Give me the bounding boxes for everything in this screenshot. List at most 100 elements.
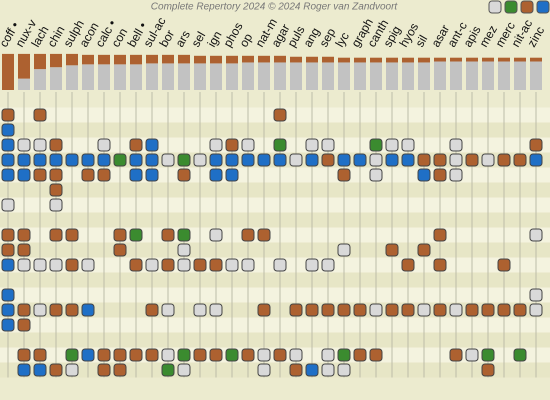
row-band	[0, 362, 550, 378]
score-bar-grey	[18, 78, 30, 90]
score-bar-grey	[530, 61, 542, 90]
score-bar-brown	[418, 57, 430, 63]
grade-cell	[49, 303, 63, 317]
grade-filter[interactable]	[488, 0, 502, 14]
grade-cell	[81, 348, 95, 362]
grade-cell	[241, 153, 255, 167]
grade-cell	[33, 108, 47, 122]
grade-cell	[353, 303, 367, 317]
grade-cell	[177, 348, 191, 362]
grade-cell	[465, 303, 479, 317]
grade-cell	[33, 348, 47, 362]
grade-cell	[529, 228, 543, 242]
score-bar-brown	[66, 53, 78, 66]
grade-cell	[161, 258, 175, 272]
score-bar-brown	[514, 57, 526, 62]
score-bar-brown	[274, 55, 286, 63]
grade-cell	[257, 363, 271, 377]
score-bar-brown	[82, 54, 94, 65]
grade-cell	[305, 363, 319, 377]
remedy-label[interactable]: sel	[188, 29, 208, 49]
grade-cell	[129, 168, 143, 182]
grade-cell	[241, 258, 255, 272]
grade-cell	[113, 228, 127, 242]
score-bar-brown	[482, 57, 494, 62]
grade-cell	[465, 348, 479, 362]
grade-cell	[129, 228, 143, 242]
grade-cell	[385, 303, 399, 317]
grade-cell	[289, 153, 303, 167]
row-band	[0, 197, 550, 213]
grade-cell	[369, 138, 383, 152]
grade-cell	[225, 138, 239, 152]
grade-cell	[337, 168, 351, 182]
grade-cell	[449, 168, 463, 182]
grade-cell	[289, 303, 303, 317]
score-bar-brown	[306, 56, 318, 63]
grade-cell	[65, 303, 79, 317]
score-bar-brown	[450, 57, 462, 62]
grade-cell	[193, 153, 207, 167]
row-band	[0, 317, 550, 333]
grade-cell	[81, 258, 95, 272]
score-bar-brown	[210, 55, 222, 64]
grade-cell	[65, 258, 79, 272]
score-bar-grey	[322, 62, 334, 90]
row-band	[0, 242, 550, 258]
grade-cell	[529, 138, 543, 152]
grade-cell	[113, 243, 127, 257]
grade-cell	[401, 138, 415, 152]
grade-cell	[33, 168, 47, 182]
grade-cell	[225, 348, 239, 362]
score-bar-grey	[418, 62, 430, 90]
grade-cell	[161, 303, 175, 317]
grade-cell	[145, 153, 159, 167]
grade-cell	[433, 258, 447, 272]
grade-filter[interactable]	[536, 0, 550, 14]
score-bar-grey	[306, 62, 318, 90]
grade-cell	[113, 348, 127, 362]
grade-cell	[225, 258, 239, 272]
grade-cell	[97, 168, 111, 182]
grade-cell	[481, 303, 495, 317]
remedy-label[interactable]: ign	[204, 29, 224, 50]
grade-cell	[177, 258, 191, 272]
score-bar-brown	[386, 57, 398, 63]
score-bar-brown	[130, 54, 142, 65]
score-bar-brown	[146, 54, 158, 64]
grade-cell	[257, 348, 271, 362]
remedy-label[interactable]: op	[236, 31, 255, 50]
grade-cell	[353, 348, 367, 362]
grade-cell	[1, 243, 15, 257]
grade-cell	[49, 258, 63, 272]
score-bar-grey	[178, 63, 190, 90]
grade-cell	[417, 303, 431, 317]
grade-cell	[465, 153, 479, 167]
copyright: Complete Repertory 2024 © 2024 Roger van…	[151, 2, 399, 13]
grade-cell	[209, 153, 223, 167]
grade-cell	[449, 303, 463, 317]
grade-cell	[257, 228, 271, 242]
score-bar-brown	[354, 57, 366, 63]
grade-cell	[369, 303, 383, 317]
remedy-label[interactable]: lyc	[332, 30, 351, 50]
score-bar-grey	[514, 61, 526, 90]
grade-cell	[529, 303, 543, 317]
grade-cell	[129, 138, 143, 152]
grade-cell	[17, 228, 31, 242]
score-bar-brown	[114, 54, 126, 65]
grade-cell	[273, 258, 287, 272]
grade-cell	[177, 363, 191, 377]
grade-filter[interactable]	[504, 0, 518, 14]
grade-cell	[481, 363, 495, 377]
grade-cell	[1, 198, 15, 212]
grade-filter[interactable]	[520, 0, 534, 14]
grade-cell	[17, 348, 31, 362]
grade-cell	[33, 363, 47, 377]
grade-cell	[1, 303, 15, 317]
score-bar-grey	[50, 67, 62, 90]
grade-cell	[257, 303, 271, 317]
score-bar-grey	[338, 62, 350, 90]
score-bar-brown	[178, 54, 190, 64]
grade-cell	[65, 363, 79, 377]
